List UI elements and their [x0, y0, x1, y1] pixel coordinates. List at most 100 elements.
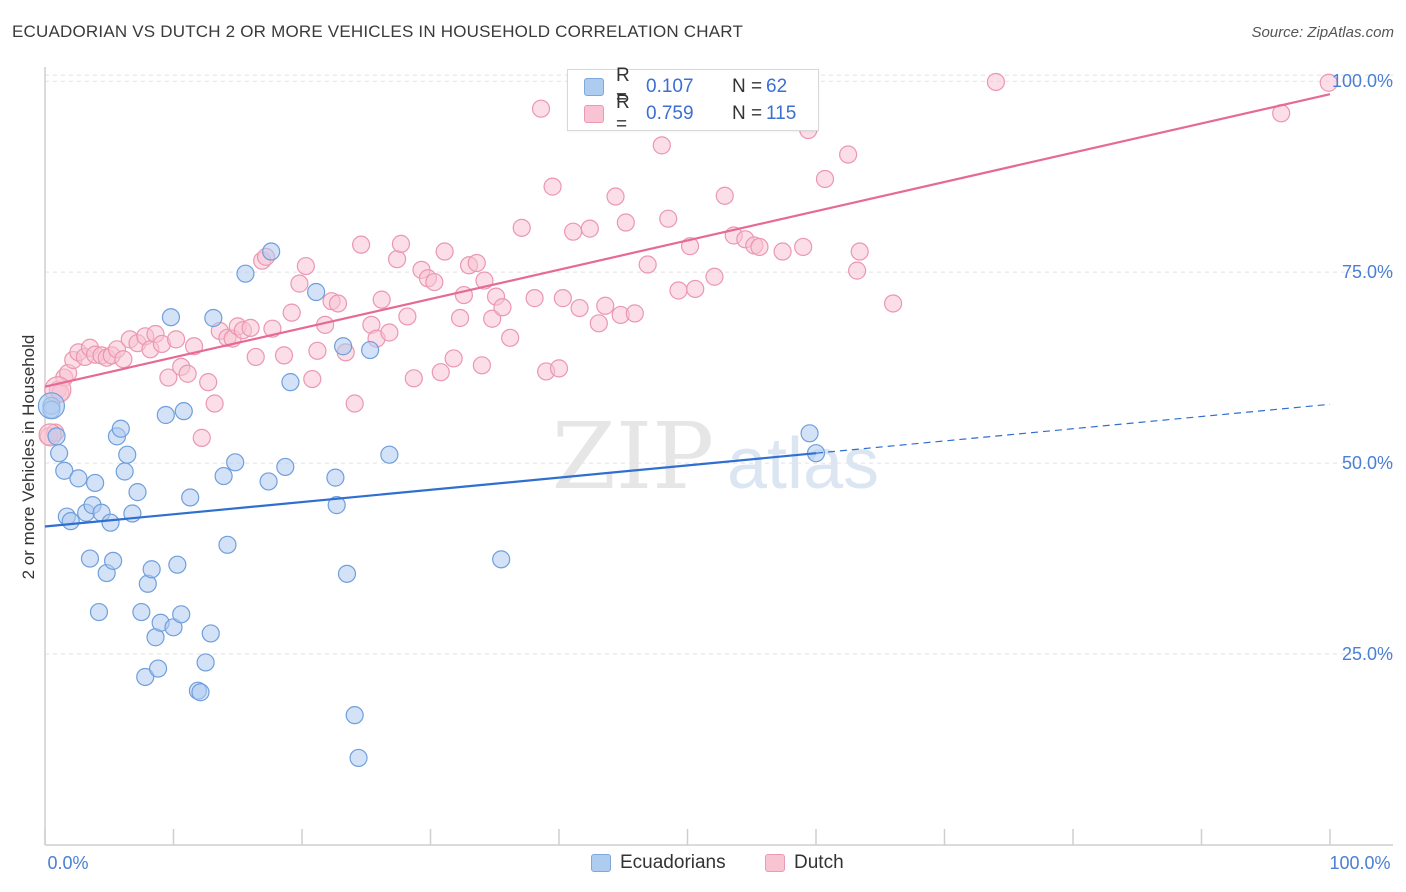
legend-item-ecuadorians[interactable]: Ecuadorians	[591, 852, 726, 874]
ecuadorian-point	[201, 624, 220, 643]
dutch-point	[241, 318, 260, 338]
ecuadorian-point	[326, 468, 345, 487]
dutch-point	[815, 169, 835, 189]
ecuadorian-point	[204, 308, 223, 328]
dutch-point	[564, 222, 583, 241]
dutch-point	[705, 267, 724, 286]
ecuadorian-point	[334, 337, 353, 356]
dutch-point	[493, 298, 512, 317]
ecuadorian-point	[236, 264, 255, 283]
dutch-point	[435, 242, 454, 261]
dutch-point	[686, 279, 705, 299]
dutch-point	[345, 394, 364, 413]
ecuadorian-point	[89, 602, 109, 622]
ecuadorian-point	[69, 469, 88, 488]
dutch-point	[387, 250, 407, 269]
dutch-point	[205, 394, 224, 413]
dutch-point	[986, 72, 1006, 92]
ecuadorian-point	[349, 748, 368, 768]
ecuadorian-trend-line	[44, 452, 817, 528]
ecuadorian-point	[142, 560, 161, 579]
legend-swatch-blue	[584, 78, 604, 96]
dutch-point	[848, 261, 867, 280]
stats-legend: R = 0.107 N = 62 R = 0.759 N = 115	[567, 65, 819, 135]
dutch-point	[501, 328, 520, 347]
ecuadorian-point	[800, 424, 819, 443]
legend-r-value: 0.759	[646, 103, 694, 124]
dutch-point	[398, 307, 417, 326]
y-tick-label: 100.0%	[1332, 71, 1393, 91]
legend-row-ecuadorians: R = 0.107 N = 62	[584, 65, 788, 108]
ecuadorian-point	[86, 473, 105, 493]
legend-swatch-pink	[584, 105, 604, 123]
ecuadorian-point	[128, 483, 147, 502]
ecuadorian-point	[380, 445, 399, 464]
ecuadorian-point	[161, 308, 181, 327]
dutch-point	[380, 323, 399, 342]
dutch-point	[431, 363, 450, 382]
ecuadorian-point	[156, 405, 175, 425]
dutch-point	[184, 337, 204, 356]
ecuadorian-point	[226, 453, 245, 472]
ecuadorian-point	[104, 551, 123, 570]
dutch-point	[199, 373, 218, 392]
ecuadorian-point	[281, 373, 300, 392]
ecuadorian-point	[361, 340, 380, 360]
dutch-point	[246, 347, 265, 367]
ecuadorian-cluster-point	[37, 392, 66, 420]
ecuadorian-point	[168, 555, 187, 574]
legend-swatch-blue	[591, 854, 611, 872]
dutch-point	[1319, 73, 1338, 92]
dutch-point	[549, 359, 569, 378]
legend-item-dutch[interactable]: Dutch	[765, 852, 844, 874]
dutch-point	[715, 186, 734, 205]
dutch-point	[282, 303, 301, 322]
ecuadorian-point	[174, 402, 193, 421]
x-axis-ticks	[44, 829, 1331, 845]
ecuadorian-trend-extension	[815, 403, 1331, 454]
ecuadorian-point	[262, 242, 281, 261]
dutch-point	[483, 309, 502, 328]
legend-n-value: 62	[766, 76, 788, 97]
dutch-point	[570, 298, 589, 318]
ecuadorian-point	[276, 457, 295, 477]
ecuadorian-point	[55, 461, 74, 480]
legend-label-ecuadorians: Ecuadorians	[620, 852, 726, 873]
chart-title: ECUADORIAN VS DUTCH 2 OR MORE VEHICLES I…	[12, 22, 744, 41]
dutch-point	[290, 274, 309, 293]
dutch-point	[589, 314, 608, 333]
dutch-point	[606, 187, 625, 206]
y-tick-label: 25.0%	[1342, 644, 1393, 664]
ecuadorian-point	[50, 444, 69, 463]
dutch-point	[166, 330, 186, 349]
dutch-point	[274, 346, 294, 365]
y-tick-label: 75.0%	[1342, 262, 1393, 282]
watermark-zip: ZIP	[552, 403, 714, 510]
dutch-point	[750, 237, 769, 257]
y-tick-label: 50.0%	[1342, 453, 1393, 473]
dutch-trend-line	[44, 93, 1331, 388]
dutch-point	[625, 304, 644, 323]
dutch-point	[580, 219, 599, 238]
dutch-point	[308, 341, 327, 360]
dutch-point	[404, 369, 423, 388]
ecuadorian-point	[118, 445, 137, 464]
ecuadorian-point	[115, 462, 134, 481]
legend-label-dutch: Dutch	[794, 852, 844, 873]
legend-r-value: 0.107	[646, 76, 694, 97]
ecuadorian-point	[148, 659, 168, 678]
dutch-point	[512, 218, 531, 237]
dutch-point	[669, 281, 688, 300]
ecuadorian-point	[196, 653, 215, 672]
ecuadorian-point	[47, 427, 66, 446]
dutch-point	[850, 242, 869, 261]
dutch-point	[296, 256, 315, 276]
dutch-point	[425, 272, 444, 292]
dutch-point	[114, 350, 133, 369]
dutch-point	[450, 308, 470, 328]
legend-row-dutch: R = 0.759 N = 115	[584, 92, 796, 135]
dutch-point	[638, 255, 657, 274]
dutch-point	[659, 209, 678, 228]
ecuadorian-point	[345, 706, 364, 725]
